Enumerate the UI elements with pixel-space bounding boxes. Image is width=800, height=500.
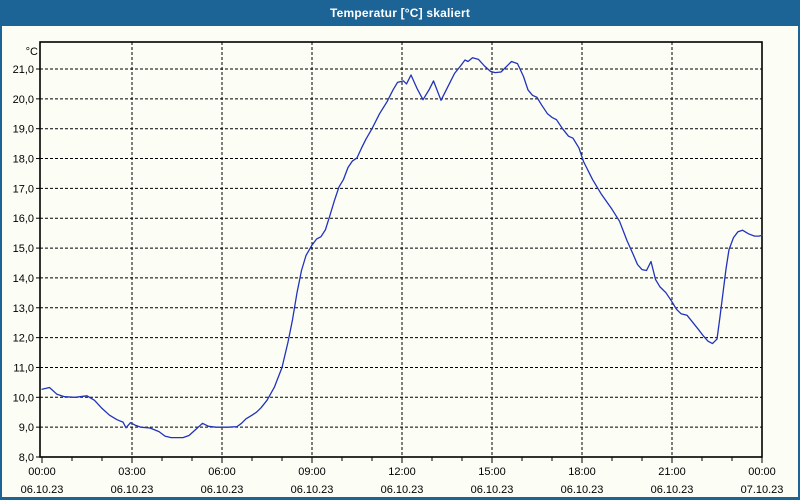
y-tick-label: 16,0 <box>13 213 34 225</box>
chart-svg: 8,0 9,0 10,0 11,0 12,0 13,0 14,0 15,0 16,0 17,0 18… <box>13 41 784 496</box>
y-tick-label: 9,0 <box>19 422 34 434</box>
window-title: Temperatur [°C] skaliert <box>329 6 471 20</box>
y-tick-label: 17,0 <box>13 183 34 195</box>
x-tick-date-label: 06.10.23 <box>651 484 694 496</box>
y-axis-unit-label: °C <box>26 46 38 58</box>
y-tick-label: 15,0 <box>13 243 34 255</box>
x-tick-date-label: 06.10.23 <box>381 484 424 496</box>
temperature-line <box>41 57 763 439</box>
x-tick-date-label: 06.10.23 <box>471 484 514 496</box>
y-tick-label: 20,0 <box>13 94 34 106</box>
y-tick-label: 18,0 <box>13 154 34 166</box>
x-tick-time-label: 00:00 <box>748 466 776 478</box>
y-tick-label: 10,0 <box>13 392 34 404</box>
x-tick-date-label: 06.10.23 <box>111 484 154 496</box>
x-tick-time-label: 15:00 <box>478 466 506 478</box>
chart-area: 8,0 9,0 10,0 11,0 12,0 13,0 14,0 15,0 16,0 17,0 18… <box>2 26 798 497</box>
y-tick-label: 14,0 <box>13 273 34 285</box>
y-tick-label: 21,0 <box>13 64 34 76</box>
y-tick-label: 8,0 <box>19 452 34 464</box>
x-tick-time-label: 03:00 <box>118 466 146 478</box>
x-tick-time-label: 12:00 <box>388 466 416 478</box>
plot-border <box>39 41 763 458</box>
x-tick-date-label: 06.10.23 <box>561 484 604 496</box>
x-tick-time-label: 21:00 <box>658 466 686 478</box>
chart-gridlines <box>40 42 762 457</box>
y-tick-label: 12,0 <box>13 333 34 345</box>
x-tick-time-label: 18:00 <box>568 466 596 478</box>
x-tick-time-label: 06:00 <box>208 466 236 478</box>
window-titlebar: Temperatur [°C] skaliert <box>0 0 800 26</box>
x-tick-time-label: 09:00 <box>298 466 326 478</box>
chart-axis-ticks <box>36 68 763 463</box>
y-tick-label: 11,0 <box>13 362 34 374</box>
x-tick-date-label: 06.10.23 <box>201 484 244 496</box>
chart-axis-labels: 8,0 9,0 10,0 11,0 12,0 13,0 14,0 15,0 16,0 17,0 18… <box>13 46 784 496</box>
x-tick-time-label: 00:00 <box>28 466 56 478</box>
x-tick-date-label: 07.10.23 <box>741 484 784 496</box>
y-tick-label: 13,0 <box>13 303 34 315</box>
x-tick-date-label: 06.10.23 <box>291 484 334 496</box>
x-tick-date-label: 06.10.23 <box>21 484 64 496</box>
y-tick-label: 19,0 <box>13 124 34 136</box>
